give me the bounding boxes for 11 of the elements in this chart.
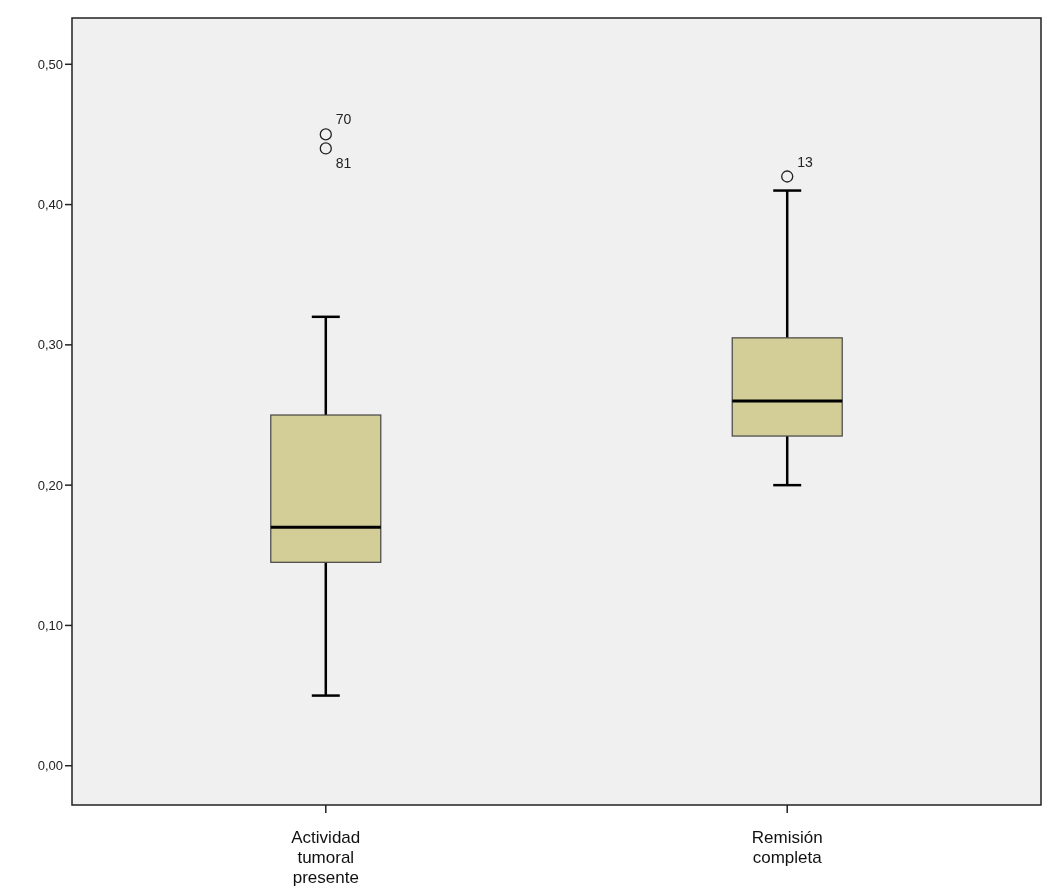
x-tick-label: Actividad tumoral presente <box>291 828 361 887</box>
y-tick-label: 0,50 <box>37 56 63 72</box>
y-tick-label: 0,40 <box>37 197 63 213</box>
annotation: 70 <box>335 111 352 128</box>
y-tick-label: 0,30 <box>37 337 63 353</box>
y-tick-label: 0,00 <box>37 758 63 774</box>
y-tick-label: 0,20 <box>37 477 63 493</box>
y-tick-label: 0,10 <box>37 617 63 633</box>
annotation: 13 <box>797 153 813 170</box>
annotation: 81 <box>335 155 352 172</box>
x-tick-label: Remisión completa <box>751 828 823 867</box>
